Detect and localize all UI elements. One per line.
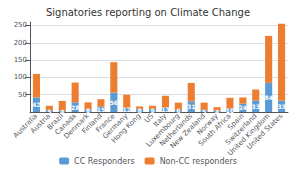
svg-text:4: 4 xyxy=(60,108,64,115)
svg-text:South Africa: South Africa xyxy=(197,112,233,148)
svg-text:15: 15 xyxy=(97,106,105,113)
svg-text:Finland: Finland xyxy=(80,112,104,136)
svg-text:CC Responders: CC Responders xyxy=(74,157,135,166)
svg-text:33: 33 xyxy=(277,103,285,110)
svg-text:Netherlands: Netherlands xyxy=(158,112,195,148)
svg-text:Germany: Germany xyxy=(101,112,130,141)
svg-text:50: 50 xyxy=(18,91,27,99)
svg-text:New Zealand: New Zealand xyxy=(168,112,207,151)
svg-text:100: 100 xyxy=(14,73,27,81)
svg-text:4: 4 xyxy=(215,108,219,115)
svg-text:13: 13 xyxy=(161,106,169,113)
svg-text:9: 9 xyxy=(150,107,154,114)
svg-text:42: 42 xyxy=(32,101,40,108)
svg-text:31: 31 xyxy=(187,103,195,110)
svg-text:24: 24 xyxy=(239,104,247,111)
svg-text:28: 28 xyxy=(71,104,79,111)
svg-text:Norway: Norway xyxy=(195,112,220,137)
svg-text:Switzerland: Switzerland xyxy=(224,112,259,147)
svg-text:Signatories reporting on Clima: Signatories reporting on Climate Change xyxy=(46,7,250,18)
svg-text:Non-CC responders: Non-CC responders xyxy=(160,157,237,166)
svg-text:6: 6 xyxy=(176,107,180,114)
svg-text:5: 5 xyxy=(47,108,51,115)
svg-text:Canada: Canada xyxy=(53,112,78,137)
svg-text:Italy: Italy xyxy=(151,112,169,129)
svg-text:Australia: Australia xyxy=(11,112,40,140)
svg-text:Denmark: Denmark xyxy=(62,112,91,141)
svg-text:150: 150 xyxy=(14,56,27,64)
svg-text:Luxembourg: Luxembourg xyxy=(144,112,182,149)
svg-text:10: 10 xyxy=(226,107,234,114)
svg-text:8: 8 xyxy=(86,107,90,114)
svg-text:84: 84 xyxy=(264,94,272,101)
svg-text:5: 5 xyxy=(202,108,206,115)
svg-text:200: 200 xyxy=(14,39,27,47)
svg-text:56: 56 xyxy=(110,99,118,106)
svg-text:12: 12 xyxy=(123,106,131,113)
svg-text:8: 8 xyxy=(138,107,142,114)
svg-text:United Kingdom: United Kingdom xyxy=(226,112,272,158)
svg-text:Austria: Austria xyxy=(29,112,53,136)
svg-text:Spain: Spain xyxy=(226,112,246,132)
svg-text:Hong Kong: Hong Kong xyxy=(110,112,143,145)
svg-text:33: 33 xyxy=(252,103,260,110)
svg-text:250: 250 xyxy=(14,21,27,29)
svg-text:United States: United States xyxy=(245,112,284,151)
svg-text:Brazil: Brazil xyxy=(45,112,66,132)
svg-text:France: France xyxy=(94,112,117,135)
svg-text:US: US xyxy=(143,112,156,125)
